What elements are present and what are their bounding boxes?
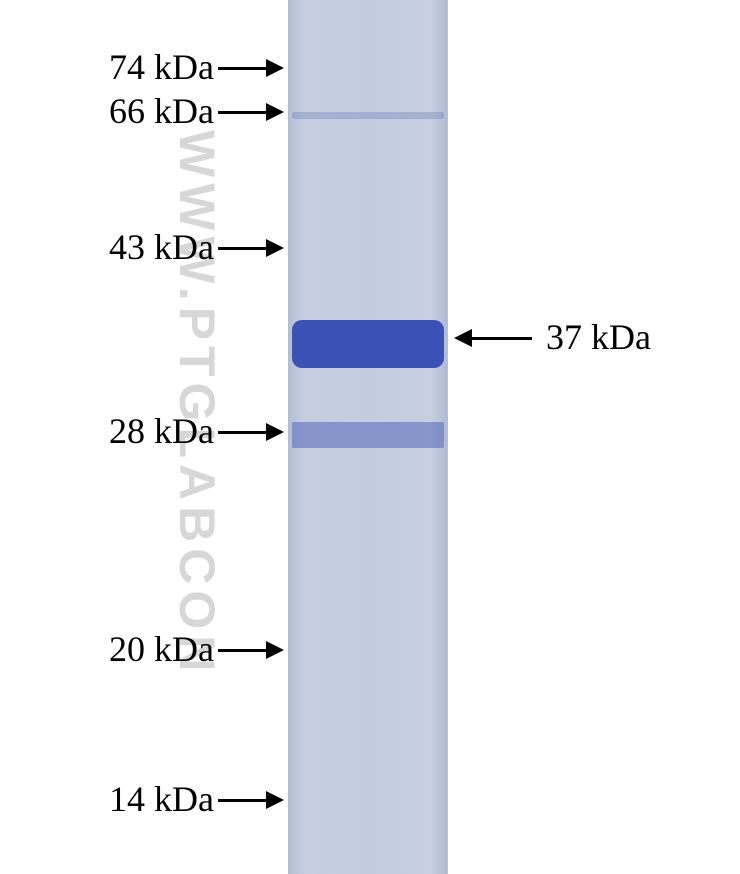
gel-band	[292, 320, 444, 368]
mw-marker-label: 66 kDa	[109, 90, 214, 132]
watermark-text: WWW.PTGLABCON	[168, 130, 226, 677]
arrow-left-icon	[454, 329, 532, 347]
arrow-right-icon	[218, 641, 284, 659]
observed-band-label: 37 kDa	[546, 316, 651, 358]
mw-marker-label: 74 kDa	[109, 46, 214, 88]
arrow-right-icon	[218, 791, 284, 809]
mw-marker-label: 43 kDa	[109, 226, 214, 268]
mw-marker-label: 28 kDa	[109, 410, 214, 452]
arrow-right-icon	[218, 239, 284, 257]
mw-marker-label: 20 kDa	[109, 628, 214, 670]
arrow-right-icon	[218, 423, 284, 441]
gel-band	[292, 112, 444, 119]
arrow-right-icon	[218, 59, 284, 77]
mw-marker-label: 14 kDa	[109, 778, 214, 820]
arrow-right-icon	[218, 103, 284, 121]
gel-band	[292, 422, 444, 448]
